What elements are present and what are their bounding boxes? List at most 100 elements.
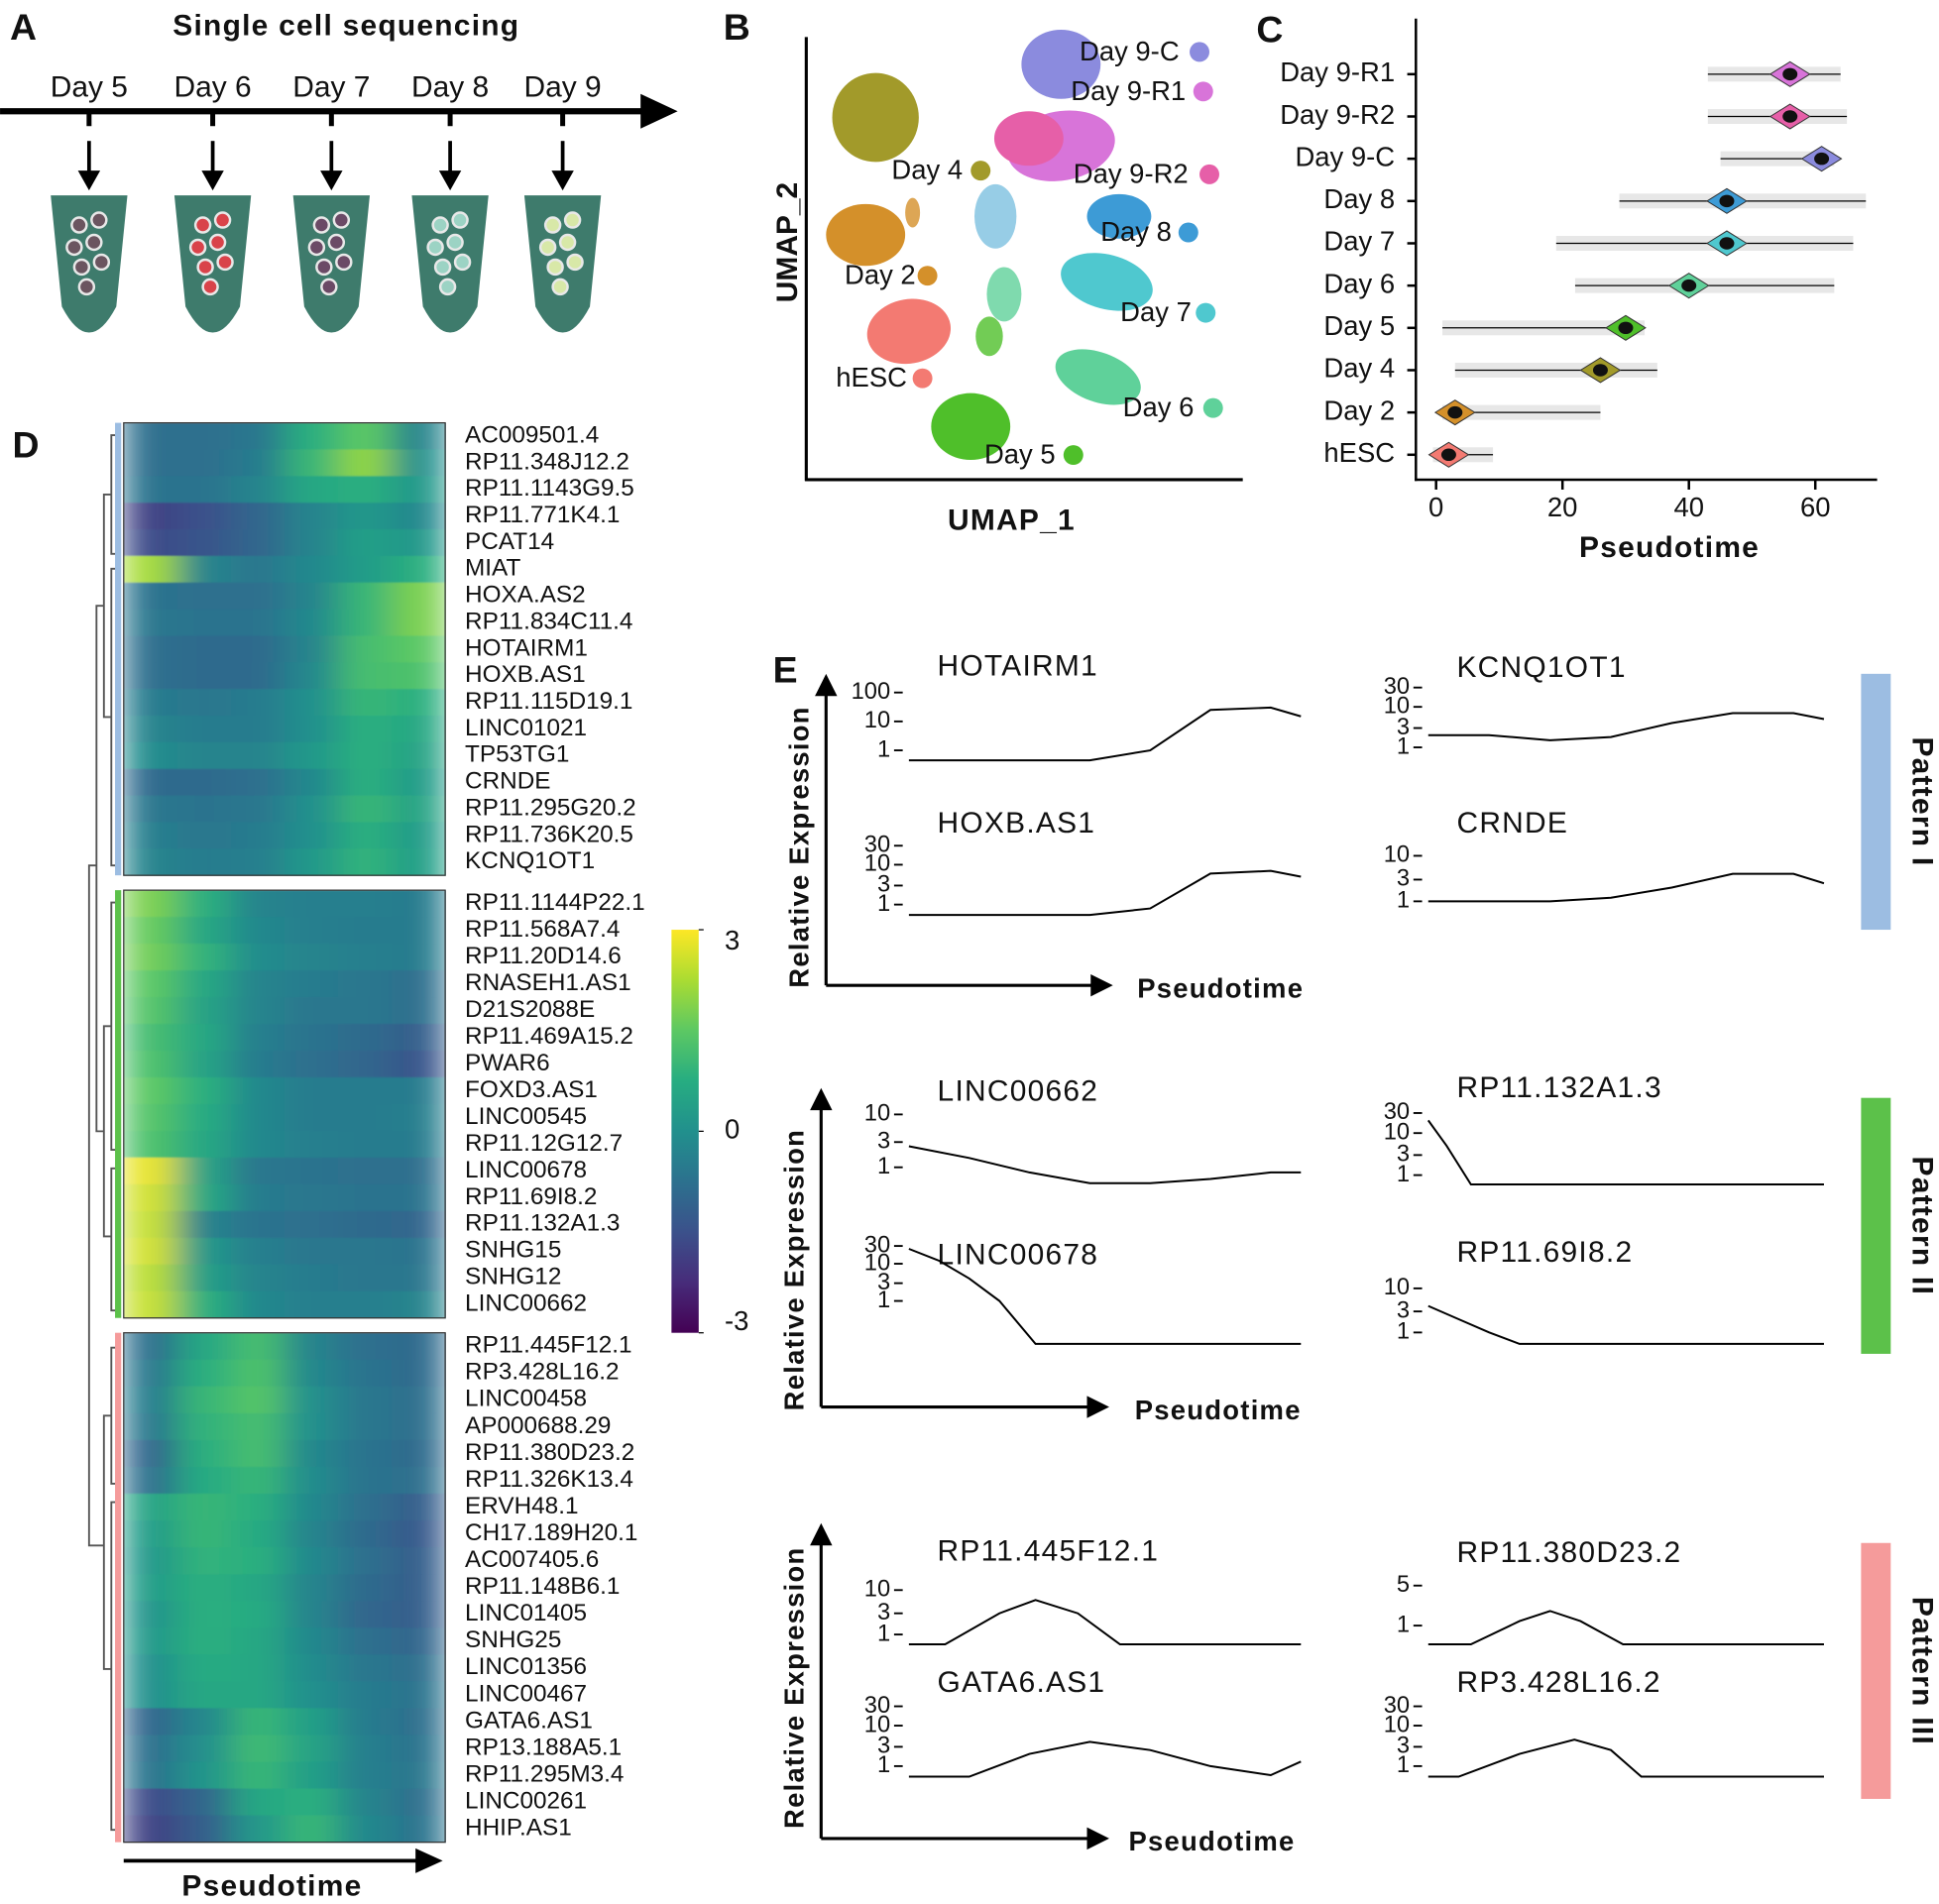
gene-label: RP11.380D23.2 (465, 1439, 634, 1466)
heatmap-cell (284, 1237, 339, 1266)
heatmap-cell (337, 635, 393, 664)
heatmap-cell (337, 1076, 393, 1105)
heatmap-cell (123, 689, 178, 717)
heatmap-cell (123, 1130, 178, 1159)
heatmap-cell (337, 1157, 393, 1185)
plot-title: KCNQ1OT1 (1456, 651, 1626, 684)
gene-label: RP11.568A7.4 (465, 916, 620, 943)
heatmap-cell (230, 1210, 285, 1239)
heatmap-cell (123, 1735, 178, 1763)
heatmap-cell (337, 768, 393, 797)
heatmap-cell (284, 1076, 339, 1105)
heatmap-cell (176, 662, 232, 690)
heatmap-cell (392, 1708, 446, 1736)
gene-label: RP11.469A15.2 (465, 1023, 633, 1050)
y-tick-label: Day 9-R2 (1280, 99, 1395, 130)
fit-curve (1426, 1119, 1824, 1186)
heatmap-cell (230, 822, 285, 850)
heatmap-cell (176, 795, 232, 824)
heatmap-cell (337, 1788, 393, 1817)
gene-label: RP11.445F12.1 (465, 1332, 632, 1359)
gene-label: RNASEH1.AS1 (465, 969, 631, 996)
y-tick-label: 100 (852, 679, 891, 705)
heatmap-cell (176, 1654, 232, 1683)
heatmap-cell (176, 1466, 232, 1495)
heatmap-cell (392, 795, 446, 824)
heatmap-cell (230, 1493, 285, 1521)
cell (551, 278, 569, 296)
heatmap-cell (337, 1815, 393, 1844)
heatmap-cell (392, 689, 446, 717)
y-tick-label: Day 7 (1323, 226, 1395, 257)
heatmap-cell (392, 1412, 446, 1441)
y-tick-label: 3 (877, 1129, 890, 1155)
heatmap-cell (284, 1157, 339, 1185)
heatmap-cell (123, 1157, 178, 1185)
heatmap-cell (337, 555, 393, 584)
umap-cluster (832, 72, 919, 163)
heatmap-cell (284, 848, 339, 876)
y-tick-label: 1 (1397, 888, 1410, 914)
fit-curve (908, 706, 1302, 762)
umap-cluster (993, 111, 1064, 167)
dendrogram (87, 434, 119, 1832)
cluster-dot (1202, 397, 1223, 418)
fit-curve (1427, 872, 1825, 903)
y-axis-label: Relative Expression (784, 706, 815, 987)
heatmap-cell (337, 890, 393, 918)
x-tick-label: 20 (1547, 492, 1578, 522)
heatmap-cell (123, 1210, 178, 1239)
gene-label: CRNDE (465, 768, 550, 795)
heatmap-cell (123, 1708, 178, 1736)
y-tick-label: 3 (1397, 1734, 1410, 1759)
heatmap-cell (123, 1601, 178, 1628)
y-tick-label: 1 (877, 1154, 890, 1179)
y-tick-label: 1 (1397, 1752, 1410, 1778)
heatmap-cell (392, 1627, 446, 1656)
y-tick-label: 30 (1384, 674, 1410, 700)
y-tick-label: 3 (1397, 1142, 1410, 1168)
y-tick-label: 10 (864, 851, 890, 877)
heatmap-cell (176, 1627, 232, 1656)
heatmap-cell (337, 503, 393, 530)
pattern-bar (1861, 1542, 1891, 1799)
fit-curve (908, 1145, 1302, 1184)
heatmap-cell (284, 1439, 339, 1468)
heatmap-cell (284, 1627, 339, 1656)
heatmap-cell (392, 1601, 446, 1628)
heatmap-cell (392, 970, 446, 998)
y-tick-label: 3 (877, 1734, 890, 1759)
heatmap-cell (284, 476, 339, 504)
violin-median (1440, 448, 1456, 462)
heatmap-cell (123, 1654, 178, 1683)
heatmap-cell (337, 1654, 393, 1683)
heatmap-cell (284, 1264, 339, 1292)
heatmap-cell (230, 890, 285, 918)
gene-label: AP000688.29 (465, 1412, 611, 1439)
heatmap-cell (176, 1024, 232, 1052)
plot-title: RP11.445F12.1 (938, 1535, 1160, 1568)
heatmap-cell (230, 1183, 285, 1212)
heatmap-cell (284, 1681, 339, 1710)
heatmap-cell (230, 1130, 285, 1159)
plot-title: HOXB.AS1 (938, 807, 1096, 840)
day-label: Day 8 (411, 71, 489, 104)
heatmap-cell (392, 1050, 446, 1078)
heatmap-cell (176, 890, 232, 918)
heatmap-cell (123, 1439, 178, 1468)
heatmap-cell (284, 1466, 339, 1495)
cluster-dot (1193, 81, 1213, 102)
e-x-axis-head (1086, 1827, 1109, 1850)
heatmap-cell (123, 1627, 178, 1656)
gene-label: RP11.20D14.6 (465, 943, 622, 969)
heatmap-cell (337, 609, 393, 637)
gene-label: LINC01021 (465, 715, 587, 741)
heatmap-cell (123, 1050, 178, 1078)
gene-label: FOXD3.AS1 (465, 1076, 598, 1103)
heatmap-cell (123, 848, 178, 876)
heatmap-cell (176, 917, 232, 945)
gene-label: SNHG15 (465, 1237, 561, 1264)
gene-label: RP3.428L16.2 (465, 1359, 619, 1386)
cluster-label: Day 7 (1120, 296, 1192, 327)
